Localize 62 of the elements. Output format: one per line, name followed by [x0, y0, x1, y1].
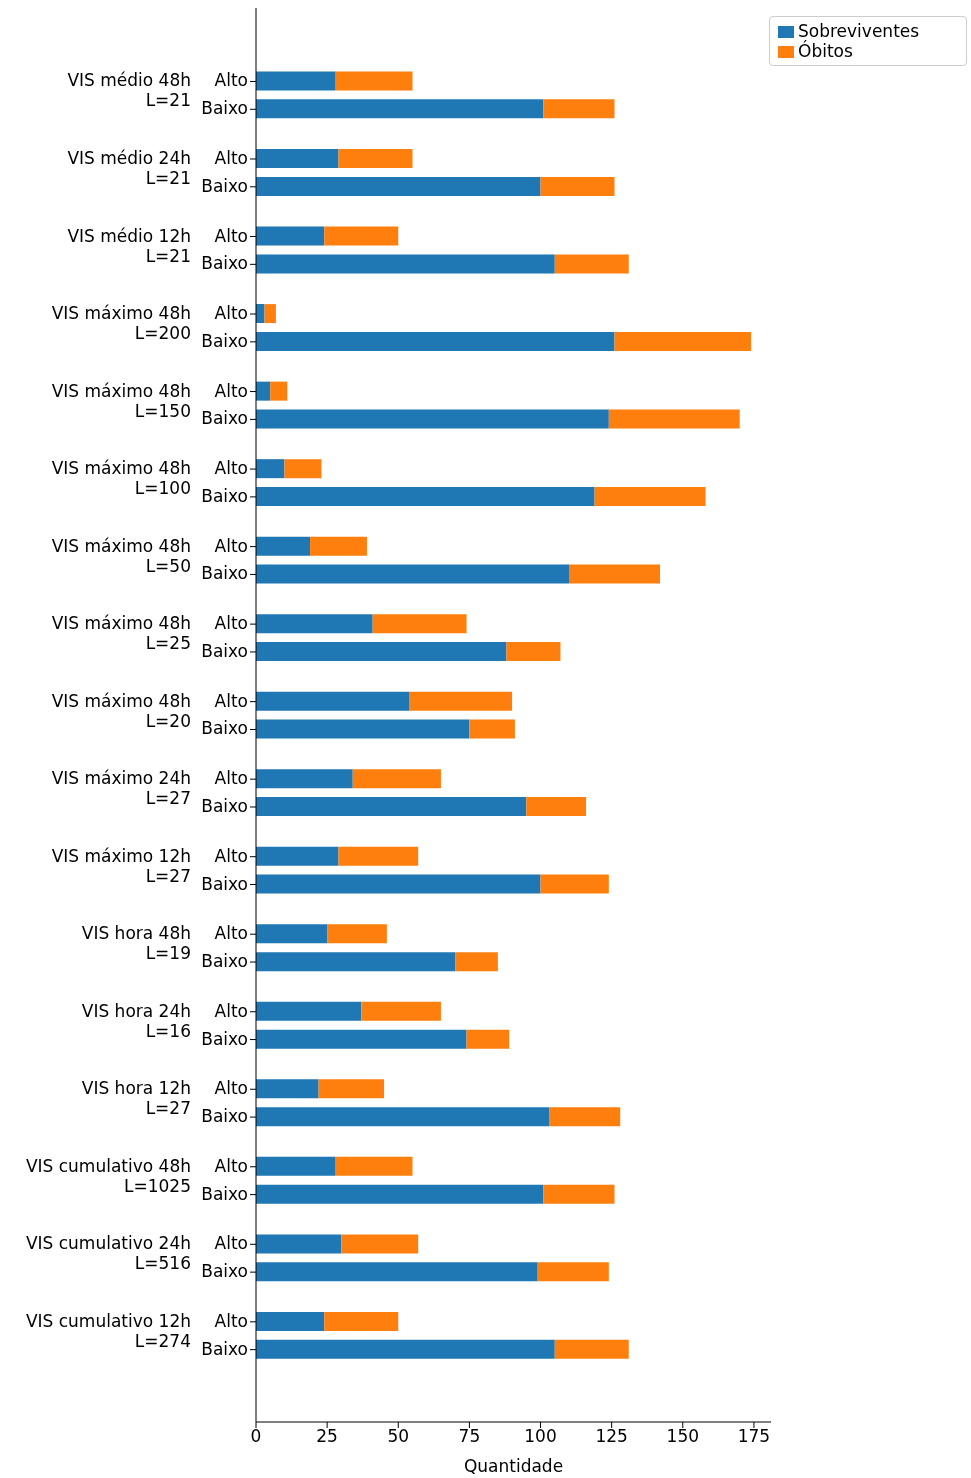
- y-tick-label: Baixo: [201, 873, 248, 894]
- y-tick-label: Alto: [214, 1000, 248, 1021]
- text: VIS médio 12h L=21: [67, 225, 191, 266]
- y-tick-label: Alto: [214, 225, 248, 246]
- text: VIS médio 48h L=21: [67, 70, 191, 111]
- y-tick-label: Alto: [214, 923, 248, 944]
- text: VIS máximo 12h L=27: [51, 845, 191, 886]
- y-tick-label: Alto: [214, 147, 248, 168]
- y-tick-label: Baixo: [201, 175, 248, 196]
- y-tick-label: Alto: [214, 690, 248, 711]
- y-tick-label: Alto: [214, 458, 248, 479]
- text: VIS hora 24h L=16: [81, 1000, 191, 1041]
- y-tick-label: Baixo: [201, 485, 248, 506]
- y-tick-label: Alto: [214, 70, 248, 91]
- y-tick-label: Baixo: [201, 563, 248, 584]
- y-tick-label: Baixo: [201, 951, 248, 972]
- y-tick-label: Baixo: [201, 1183, 248, 1204]
- text: VIS máximo 24h L=27: [51, 768, 191, 809]
- x-tick-label: 25: [316, 1426, 338, 1447]
- y-tick-label: Alto: [214, 1078, 248, 1099]
- x-axis-title: Quantidade: [463, 1456, 564, 1476]
- y-tick-label: Baixo: [201, 330, 248, 351]
- y-tick-label: Alto: [214, 380, 248, 401]
- y-tick-label: Alto: [214, 1155, 248, 1176]
- text: VIS hora 12h L=27: [81, 1078, 191, 1119]
- x-tick-label: 50: [387, 1426, 410, 1447]
- y-tick-label: Baixo: [201, 1028, 248, 1049]
- text: VIS cumulativo 12h L=274: [25, 1310, 191, 1351]
- y-tick-label: Baixo: [201, 408, 248, 429]
- y-tick-label: Baixo: [201, 98, 248, 119]
- x-tick-label: 150: [666, 1426, 700, 1447]
- text: VIS médio 24h L=21: [67, 147, 191, 188]
- y-tick-label: Alto: [214, 768, 248, 789]
- y-tick-label: Baixo: [201, 253, 248, 274]
- y-tick-label: Baixo: [201, 640, 248, 661]
- y-tick-label: Baixo: [201, 1261, 248, 1282]
- legend-label: Sobreviventes: [798, 21, 920, 41]
- x-tick-label: 175: [737, 1426, 771, 1447]
- x-tick-label: 125: [595, 1426, 628, 1447]
- y-tick-label: Alto: [214, 535, 248, 556]
- text: VIS máximo 48h L=200: [51, 303, 191, 344]
- y-tick-label: Alto: [214, 613, 248, 634]
- text: VIS máximo 48h L=100: [51, 458, 191, 499]
- x-tick-label: 75: [458, 1426, 481, 1447]
- y-tick-label: Baixo: [201, 795, 248, 816]
- y-tick-label: Alto: [214, 303, 248, 324]
- y-tick-label: Alto: [214, 1233, 248, 1254]
- text: VIS máximo 48h L=20: [51, 690, 191, 731]
- x-tick-label: 100: [524, 1426, 557, 1447]
- text: VIS cumulativo 24h L=516: [25, 1233, 191, 1274]
- text: VIS máximo 48h L=25: [51, 613, 191, 654]
- text: VIS máximo 48h L=50: [51, 535, 191, 576]
- text: VIS hora 48h L=19: [81, 923, 191, 964]
- y-tick-label: Baixo: [201, 1106, 248, 1127]
- x-tick-label: 0: [250, 1426, 262, 1447]
- y-tick-label: Alto: [214, 1310, 248, 1331]
- y-tick-label: Baixo: [201, 718, 248, 739]
- text: VIS máximo 48h L=150: [51, 380, 191, 421]
- y-tick-label: Baixo: [201, 1338, 248, 1359]
- legend-label: Óbitos: [798, 41, 853, 61]
- text: VIS cumulativo 48h L=1025: [25, 1155, 191, 1196]
- y-tick-label: Alto: [214, 845, 248, 866]
